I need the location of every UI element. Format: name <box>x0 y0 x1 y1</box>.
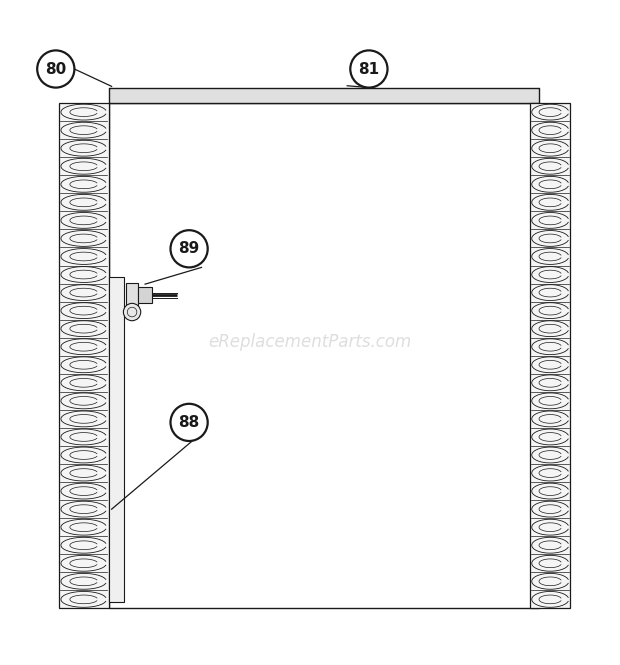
Circle shape <box>37 51 74 88</box>
Bar <box>126 283 138 308</box>
Circle shape <box>170 230 208 267</box>
Text: 88: 88 <box>179 415 200 430</box>
Circle shape <box>350 51 388 88</box>
Text: 80: 80 <box>45 61 66 76</box>
Bar <box>138 287 152 303</box>
Text: eReplacementParts.com: eReplacementParts.com <box>208 332 412 351</box>
Bar <box>108 277 124 602</box>
Circle shape <box>127 307 137 317</box>
Bar <box>108 103 539 608</box>
Circle shape <box>123 303 141 321</box>
Bar <box>59 103 108 608</box>
Text: 81: 81 <box>358 61 379 76</box>
Bar <box>108 88 539 103</box>
Bar <box>530 103 570 608</box>
Circle shape <box>170 404 208 441</box>
Text: 89: 89 <box>179 241 200 256</box>
